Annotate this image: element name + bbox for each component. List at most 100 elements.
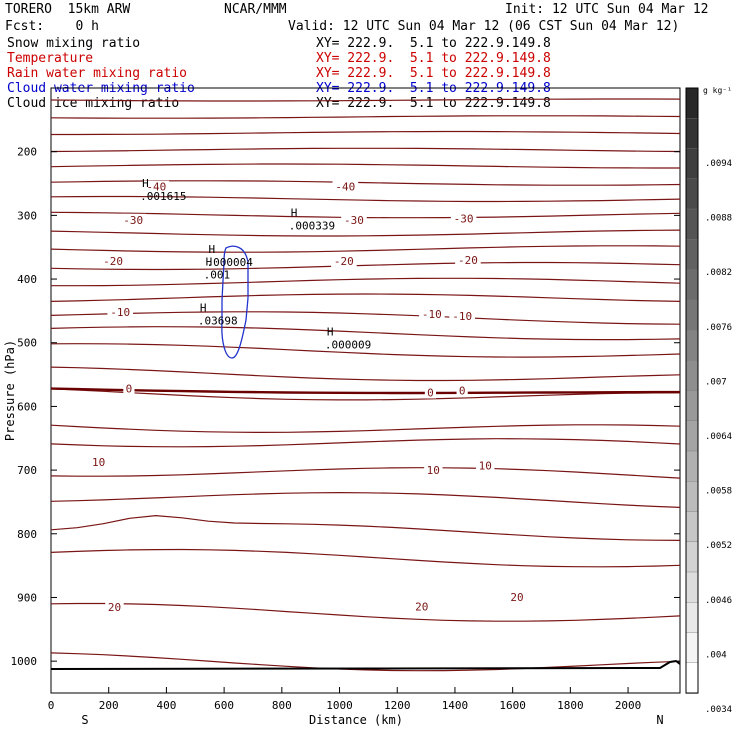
isotherm-line [50, 548, 681, 568]
temperature-label: -10 [452, 310, 472, 323]
south-label: S [81, 713, 88, 727]
isotherm-line [50, 195, 681, 203]
isotherm-line [50, 424, 681, 434]
temperature-label-bg [143, 180, 170, 193]
temperature-label-bg [331, 255, 357, 268]
isotherm-line [50, 388, 681, 401]
y-tick-label: 500 [17, 337, 37, 350]
temperature-label: -40 [335, 181, 355, 194]
plot-frame [50, 87, 681, 694]
isotherm-line [50, 326, 681, 341]
max-marker: H [291, 206, 298, 219]
temperature-label-bg [100, 255, 126, 268]
legend-field-xy: XY= 222.9. 5.1 to 222.9.149.8 [316, 66, 551, 81]
temperature-label-bg [105, 601, 124, 614]
colorbar-label: .0076 [705, 323, 732, 333]
temperature-label-bg [449, 309, 475, 322]
x-tick-label: 1200 [384, 699, 411, 712]
x-tick-label: 0 [48, 699, 55, 712]
max-value-label: .000009 [325, 339, 371, 352]
max-value-label: .001 [204, 269, 231, 282]
temperature-label: 10 [479, 460, 492, 473]
isotherm-line [50, 245, 681, 253]
model-title: TORERO 15km ARW [5, 2, 131, 17]
max-value-label: .000339 [289, 219, 335, 232]
temperature-label: -20 [334, 255, 354, 268]
y-tick-label: 400 [17, 273, 37, 286]
x-axis-label: Distance (km) [309, 713, 403, 727]
temperature-label-bg [332, 180, 359, 193]
isotherm-line [50, 163, 680, 169]
temperature-label-bg [412, 600, 431, 613]
isotherm-line [50, 293, 681, 302]
y-tick-label: 900 [17, 591, 37, 604]
colorbar-label: .0046 [705, 596, 732, 606]
isotherm-line [51, 130, 681, 136]
isotherm-line [50, 261, 681, 271]
legend-field-name: Rain water mixing ratio [7, 66, 188, 81]
y-tick-label: 600 [17, 400, 37, 413]
x-tick-label: 1600 [499, 699, 526, 712]
terrain-line [50, 659, 681, 670]
colorbar-segment [685, 390, 699, 422]
temperature-label-bg [120, 213, 147, 226]
max-marker: H [327, 326, 334, 339]
x-tick-label: 2000 [615, 699, 642, 712]
temperature-label-bg [507, 590, 527, 603]
temperature-label-bg [424, 464, 443, 477]
colorbar-label: .0082 [705, 268, 732, 278]
isotherm-line [50, 366, 681, 382]
isotherm-line [50, 147, 681, 153]
colorbar-segment [685, 239, 699, 271]
colorbar-segment [685, 329, 699, 361]
y-tick-label: 800 [17, 528, 37, 541]
colorbar-label: .0064 [705, 432, 732, 442]
isotherm-line [50, 98, 681, 102]
temperature-label: 10 [427, 464, 440, 477]
max-marker: H [200, 301, 207, 314]
x-tick-label: 400 [156, 699, 176, 712]
isotherm-line [50, 652, 681, 672]
colorbar-label: .0052 [705, 541, 732, 551]
isotherm-line [51, 277, 681, 287]
legend-field-name: Snow mixing ratio [7, 36, 141, 51]
temperature-label: -30 [344, 214, 364, 227]
isotherm-line [50, 491, 681, 508]
x-tick-label: 600 [214, 699, 234, 712]
isotherm-line [50, 467, 681, 479]
max-value-label: .001615 [140, 190, 186, 203]
isotherm-zero-line [50, 387, 680, 395]
colorbar-segment [685, 632, 699, 664]
temperature-label: 0 [126, 383, 133, 396]
colorbar-label: .0088 [705, 214, 732, 224]
max-marker: H [142, 177, 149, 190]
y-axis-label: Pressure (hPa) [3, 340, 17, 441]
legend-field-xy: XY= 222.9. 5.1 to 222.9.149.8 [316, 51, 551, 66]
valid-time: Valid: 12 UTC Sun 04 Mar 12 (06 CST Sun … [288, 19, 680, 34]
temperature-label: -30 [123, 214, 143, 227]
cloud-water-contour [221, 245, 249, 359]
isotherm-line [50, 514, 681, 542]
colorbar-segment [685, 299, 699, 331]
colorbar-segment [685, 420, 699, 452]
org-label: NCAR/MMM [224, 2, 287, 17]
legend-field-xy: XY= 222.9. 5.1 to 222.9.149.8 [316, 36, 551, 51]
temperature-label-bg [107, 306, 134, 319]
colorbar-segment [685, 602, 699, 634]
temperature-label: -30 [454, 213, 474, 226]
max-marker: H [206, 256, 213, 269]
y-tick-label: 700 [17, 464, 37, 477]
temperature-label-bg [455, 253, 481, 266]
init-time: Init: 12 UTC Sun 04 Mar 12 [505, 2, 709, 17]
x-tick-label: 800 [272, 699, 292, 712]
y-tick-label: 200 [17, 146, 37, 159]
temperature-label-bg [476, 459, 495, 472]
isotherm-line [50, 343, 681, 358]
isotherm-line [50, 438, 681, 448]
colorbar-label: .0094 [705, 159, 732, 169]
max-value-label: .03698 [198, 314, 238, 327]
temperature-label: -10 [110, 306, 130, 319]
max-value-label: .000004 [207, 256, 254, 269]
colorbar-segment [685, 87, 699, 119]
